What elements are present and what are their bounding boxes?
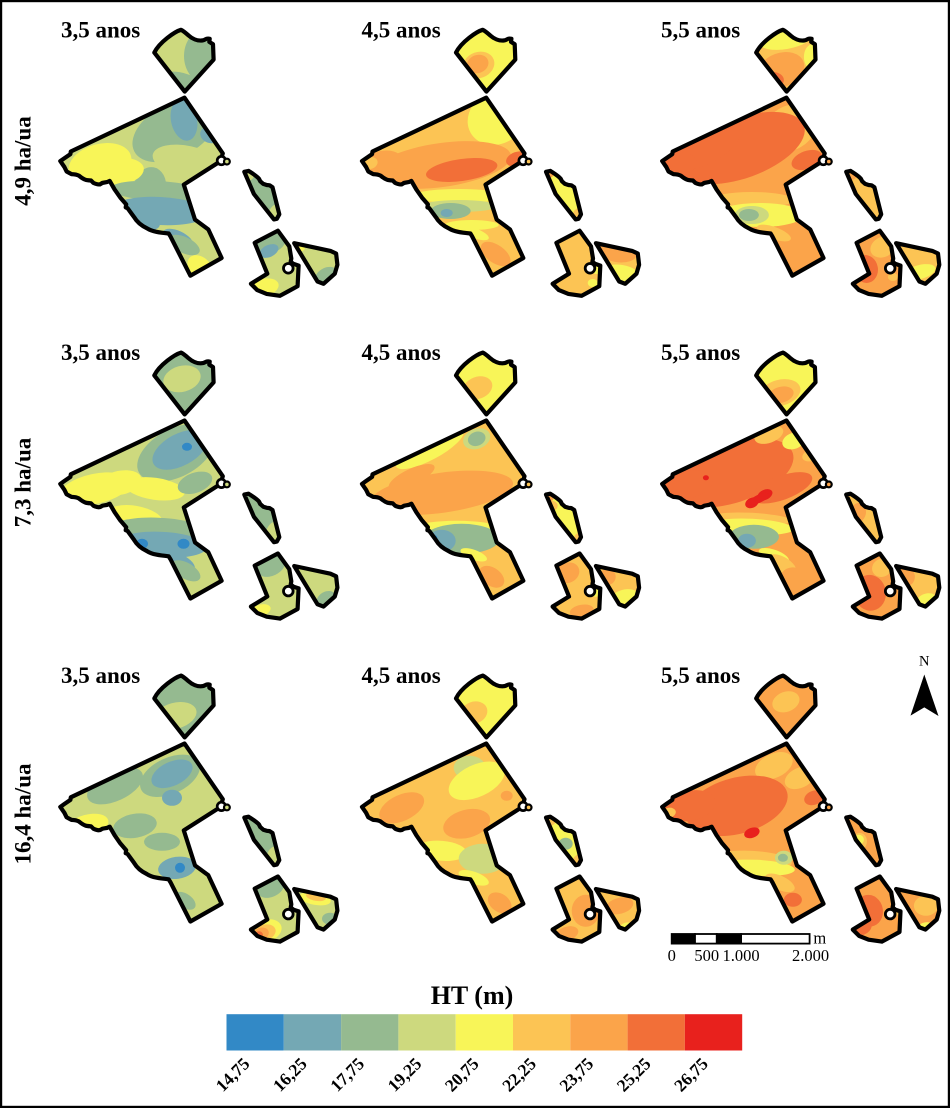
svg-text:5,5 anos: 5,5 anos bbox=[661, 340, 740, 365]
svg-text:3,5 anos: 3,5 anos bbox=[61, 340, 140, 365]
svg-text:4,9 ha/ua: 4,9 ha/ua bbox=[11, 116, 36, 206]
svg-text:500: 500 bbox=[694, 946, 719, 965]
svg-text:16,4 ha/ua: 16,4 ha/ua bbox=[11, 763, 36, 864]
svg-text:5,5 anos: 5,5 anos bbox=[661, 17, 740, 42]
svg-text:3,5 anos: 3,5 anos bbox=[61, 663, 140, 688]
svg-text:1.000: 1.000 bbox=[722, 946, 759, 965]
svg-text:4,5 anos: 4,5 anos bbox=[362, 17, 441, 42]
svg-text:m: m bbox=[813, 929, 826, 948]
svg-text:5,5 anos: 5,5 anos bbox=[661, 663, 740, 688]
svg-text:0: 0 bbox=[668, 946, 676, 965]
svg-text:7,3 ha/ua: 7,3 ha/ua bbox=[11, 437, 36, 527]
svg-text:N: N bbox=[919, 654, 930, 670]
svg-text:2.000: 2.000 bbox=[792, 946, 829, 965]
svg-text:4,5 anos: 4,5 anos bbox=[362, 663, 441, 688]
svg-text:4,5 anos: 4,5 anos bbox=[362, 340, 441, 365]
svg-text:3,5 anos: 3,5 anos bbox=[61, 17, 140, 42]
svg-text:HT (m): HT (m) bbox=[431, 981, 514, 1010]
